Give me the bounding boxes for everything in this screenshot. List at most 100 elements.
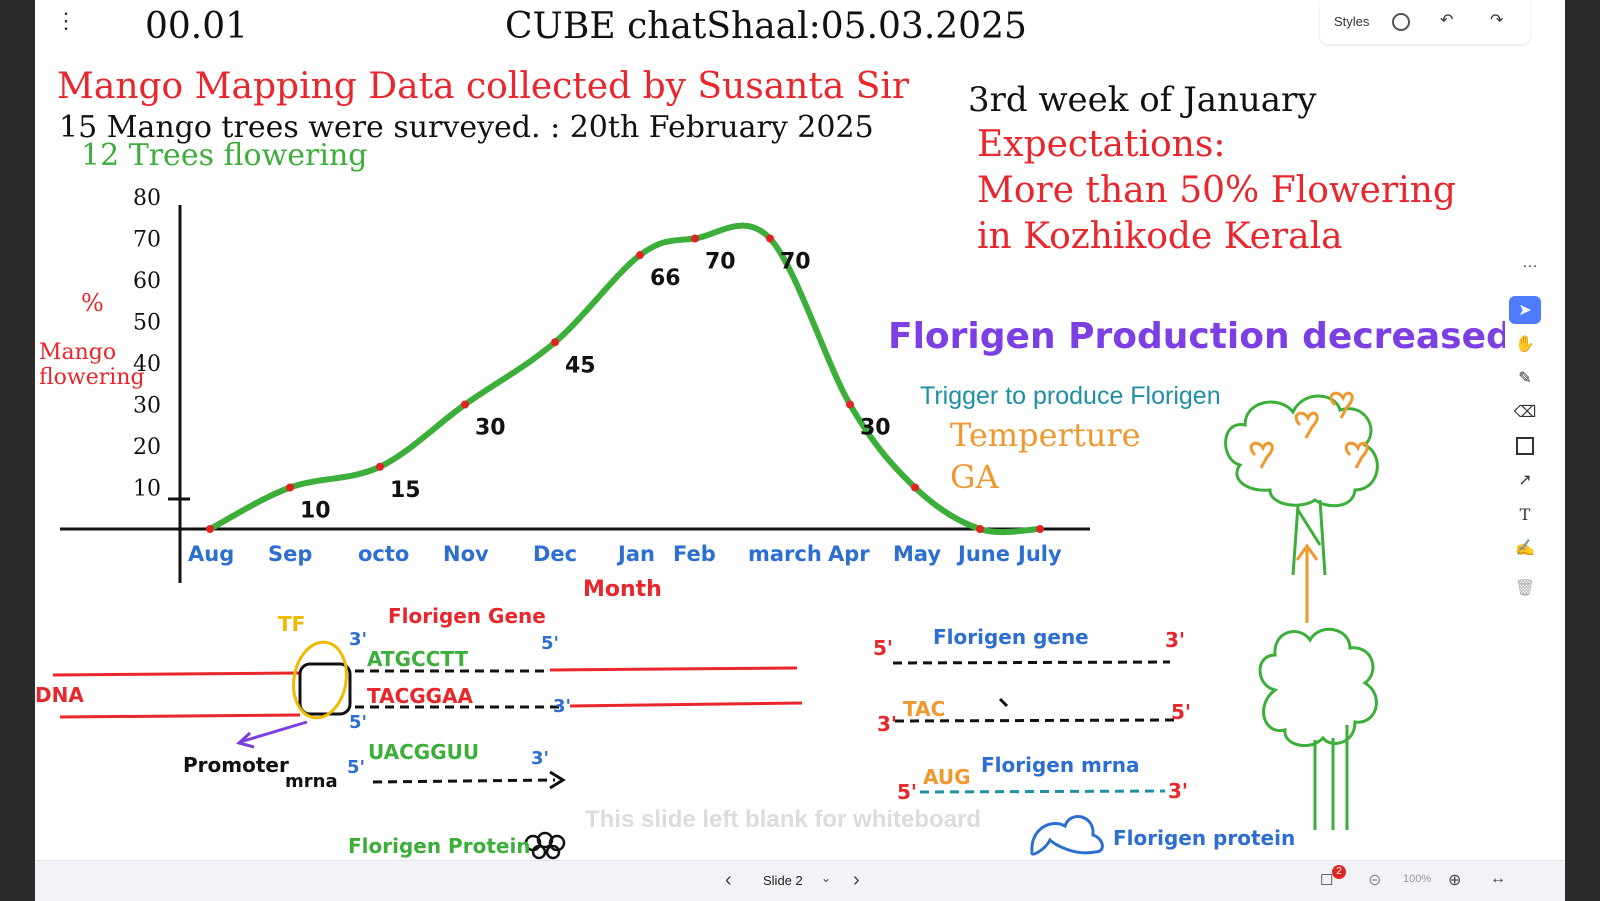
time-label: 00.01 xyxy=(145,6,249,47)
y-tick-label: 50 xyxy=(133,311,161,336)
hand-tool-icon[interactable]: ✋ xyxy=(1515,336,1535,353)
x-tick-label: July xyxy=(1016,542,1062,566)
prime-3-bottom: 3' xyxy=(553,696,572,717)
tf-label: TF xyxy=(278,612,306,636)
comments-icon[interactable]: ☐ xyxy=(1320,872,1334,889)
y-tick-label: 80 xyxy=(133,186,161,211)
eraser-tool-icon[interactable]: ⌫ xyxy=(1513,404,1537,421)
promoter-label: Promoter xyxy=(183,753,289,777)
data-label: 30 xyxy=(475,416,506,441)
flowering-chart: 80 70 60 50 40 30 20 10 Aug Sep octo Nov Dec Jan Feb m… xyxy=(39,186,1090,600)
prev-slide-button[interactable]: ‹ xyxy=(725,869,732,891)
ylabel-symbol: % xyxy=(81,289,104,317)
x-tick-label: Nov xyxy=(443,542,489,566)
factor-ga: GA xyxy=(950,458,999,496)
florigen-trigger: Trigger to produce Florigen xyxy=(920,382,1221,410)
prime-5-mrna-right: 5' xyxy=(897,780,918,804)
toolbar-more-icon[interactable]: … xyxy=(1514,252,1546,280)
xlabel: Month xyxy=(583,577,662,600)
expectations-label: Expectations: xyxy=(977,124,1226,165)
rectangle-tool-icon[interactable] xyxy=(1509,432,1541,460)
pencil-tool-icon[interactable]: ✎ xyxy=(1518,370,1532,387)
board-title: CUBE chatShaal:05.03.2025 xyxy=(505,6,1027,47)
prime-3-gene: 3' xyxy=(1165,628,1186,652)
florigen-gene-label: Florigen Gene xyxy=(388,604,546,628)
data-point xyxy=(846,400,854,409)
prime-3-mrna: 3' xyxy=(531,748,550,769)
data-point xyxy=(1036,525,1044,533)
x-tick-label: Jan xyxy=(616,542,655,566)
florigen-gene-right: Florigen gene xyxy=(933,625,1089,649)
tree-drawings xyxy=(1224,391,1379,830)
arrow-tool-icon[interactable]: ↗ xyxy=(1518,472,1532,489)
trash-icon[interactable]: 🗑 xyxy=(1514,580,1536,597)
florigen-title: Florigen Production decreased xyxy=(888,316,1512,357)
week-label: 3rd week of January xyxy=(968,80,1317,120)
bottom-strand-seq: TACGGAA xyxy=(367,684,474,708)
drawing-toolbar: ➤ ✋ ✎ ⌫ ↗ T ✍ 🗑 xyxy=(1505,292,1545,607)
y-tick-label: 30 xyxy=(133,394,161,419)
heading-line3: 12 Trees flowering xyxy=(81,138,368,173)
next-slide-button[interactable]: › xyxy=(853,869,860,891)
whiteboard-canvas[interactable]: ⋮ 00.01 CUBE chatShaal:05.03.2025 Mango … xyxy=(35,0,1565,860)
y-tick-label: 60 xyxy=(133,269,161,294)
notification-badge: 2 xyxy=(1332,865,1346,879)
data-point xyxy=(766,234,774,243)
y-tick-label: 10 xyxy=(133,477,161,502)
text-tool-icon[interactable]: T xyxy=(1519,504,1531,524)
x-tick-label: Apr xyxy=(828,542,870,566)
data-point xyxy=(691,234,699,243)
data-label: 10 xyxy=(300,499,331,524)
ylabel-line1: Mango xyxy=(39,340,116,365)
chevron-down-icon[interactable]: ⌄ xyxy=(821,871,832,885)
transcription-diagram xyxy=(892,660,1176,856)
note-tool-icon[interactable]: ✍ xyxy=(1515,540,1535,557)
y-tick-label: 40 xyxy=(133,352,161,377)
x-tick-label: Sep xyxy=(268,542,312,566)
top-strand-seq: ATGCCTT xyxy=(367,647,469,671)
mrna-label: mrna xyxy=(285,771,338,792)
fit-width-icon[interactable]: ↔ xyxy=(1490,870,1506,887)
styles-label[interactable]: Styles xyxy=(1334,14,1370,29)
data-point xyxy=(911,483,919,492)
data-point xyxy=(286,483,294,492)
dna-diagram xyxy=(52,640,803,860)
aug-label: AUG xyxy=(923,765,971,789)
expectations-line1: More than 50% Flowering xyxy=(977,170,1456,211)
slide-selector[interactable]: Slide 2 xyxy=(763,873,803,888)
more-menu-icon[interactable]: ⋮ xyxy=(55,8,77,33)
data-point xyxy=(376,462,384,471)
prime-3-mrna-right: 3' xyxy=(1168,779,1189,803)
x-tick-label: Feb xyxy=(673,542,716,566)
prime-3-top: 3' xyxy=(349,629,368,650)
select-tool-icon[interactable]: ➤ xyxy=(1509,296,1541,324)
styles-circle-icon[interactable] xyxy=(1392,13,1410,31)
prime-5-gene: 5' xyxy=(873,636,894,660)
x-tick-label: Aug xyxy=(188,542,234,566)
florigen-protein-label: Florigen Protein xyxy=(348,834,531,858)
prime-5-bottom: 5' xyxy=(349,712,368,733)
data-point xyxy=(206,525,214,533)
factor-temperature: Temperture xyxy=(950,416,1141,454)
undo-icon[interactable]: ↶ xyxy=(1440,12,1454,29)
zoom-out-icon[interactable]: ⊝ xyxy=(1368,872,1382,889)
data-label: 66 xyxy=(650,266,681,291)
florigen-mrna-right: Florigen mrna xyxy=(981,753,1140,777)
bottom-bar: ‹ Slide 2 ⌄ › ☐ 2 ⊝ 100% ⊕ ↔ xyxy=(35,860,1565,901)
prime-5-mrna: 5' xyxy=(347,757,366,778)
flowering-tree-icon xyxy=(1224,394,1379,508)
tac-label: TAC xyxy=(903,697,946,721)
ylabel-line2: flowering xyxy=(39,365,145,390)
data-label: 70 xyxy=(705,250,736,275)
data-label: 15 xyxy=(390,478,421,503)
zoom-level[interactable]: 100% xyxy=(1403,873,1432,885)
y-tick-label: 20 xyxy=(133,435,161,460)
x-tick-label: June xyxy=(956,542,1010,566)
whiteboard-watermark: This slide left blank for whiteboard xyxy=(585,806,982,833)
redo-icon[interactable]: ↷ xyxy=(1490,12,1504,29)
heading-line2: 15 Mango trees were surveyed. : 20th Feb… xyxy=(59,110,874,145)
y-tick-label: 70 xyxy=(133,228,161,253)
styles-panel: Styles ↶ ↷ xyxy=(1320,0,1530,44)
zoom-in-icon[interactable]: ⊕ xyxy=(1448,872,1462,889)
prime-5-template: 5' xyxy=(1171,700,1192,724)
